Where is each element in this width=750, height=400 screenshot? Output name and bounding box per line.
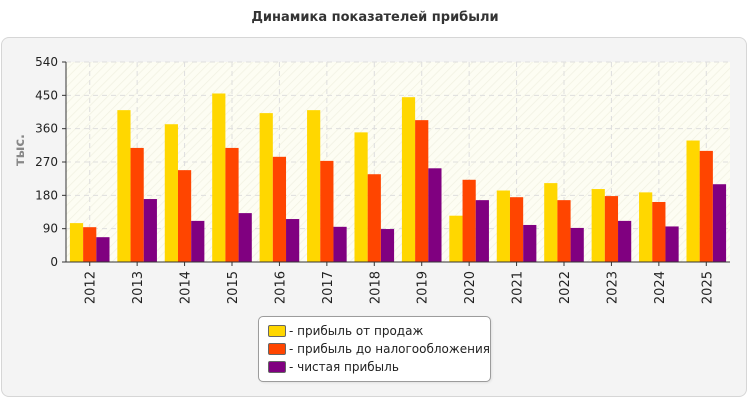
bar-3-2023: [618, 220, 632, 262]
y-tick-label: 0: [50, 255, 58, 269]
x-tick-label: 2021: [511, 271, 526, 304]
bar-1-2024: [639, 192, 653, 262]
bar-2-2015: [225, 147, 239, 262]
x-tick-label: 2016: [273, 271, 288, 304]
bar-1-2025: [686, 140, 700, 262]
bar-2-2017: [320, 160, 334, 262]
bar-1-2019: [401, 97, 416, 263]
x-tick-label: 2024: [653, 271, 668, 304]
bar-1-2016: [259, 113, 273, 262]
x-tick-label: 2020: [463, 271, 478, 304]
legend-label-pretax-profit: - прибыль до налогообложения: [289, 342, 490, 356]
y-axis-label: тыс.: [13, 134, 28, 166]
x-tick-label: 2025: [700, 271, 715, 304]
bar-2-2025: [699, 150, 713, 262]
x-tick-label: 2015: [226, 271, 241, 304]
bar-3-2016: [286, 219, 300, 262]
x-tick-label: 2019: [416, 271, 431, 304]
bar-2-2021: [509, 197, 524, 262]
bar-1-2023: [591, 189, 605, 262]
y-tick-label: 180: [35, 188, 58, 202]
y-tick-label: 540: [35, 55, 58, 69]
bar-2-2012: [83, 227, 97, 262]
y-tick-labels: 0 90 180 270 360 450 540: [35, 55, 66, 269]
legend-swatch-pretax-profit: [268, 343, 286, 355]
y-tick-label: 450: [35, 88, 58, 102]
bar-1-2017: [307, 110, 321, 262]
x-tick-label: 2023: [605, 271, 620, 304]
y-tick-label: 270: [35, 155, 58, 169]
bar-2-2013: [130, 147, 144, 262]
bar-2-2018: [367, 174, 381, 262]
legend-swatch-sales-profit: [268, 325, 286, 337]
legend-swatch-net-profit: [268, 361, 286, 373]
x-tick-label: 2012: [84, 271, 99, 304]
bar-3-2012: [96, 237, 110, 262]
bar-3-2022: [570, 227, 584, 262]
bar-1-2022: [544, 183, 558, 262]
bar-2-2014: [177, 170, 192, 262]
x-tick-label: 2022: [558, 271, 573, 304]
bar-2-2019: [415, 120, 429, 262]
x-tick-labels: 2012 2013 2014 2015 2016 2017 2018 2019 2020 2021…: [84, 262, 715, 304]
bar-2-2024: [652, 202, 666, 262]
bar-3-2020: [475, 200, 489, 262]
legend-item-sales-profit: - прибыль от продаж: [268, 322, 490, 340]
bar-2-2022: [557, 200, 571, 262]
y-tick-label: 90: [43, 222, 58, 236]
bar-3-2024: [665, 226, 679, 262]
legend-label-sales-profit: - прибыль от продаж: [289, 324, 424, 338]
chart-title: Динамика показателей прибыли: [251, 10, 499, 25]
bar-3-2013: [143, 199, 157, 262]
bars-group: [69, 93, 727, 263]
bar-3-2018: [380, 229, 395, 262]
x-tick-label: 2018: [368, 271, 383, 304]
bar-3-2025: [712, 184, 727, 262]
x-tick-label: 2017: [321, 271, 336, 304]
chart-legend: - прибыль от продаж - прибыль до налогоо…: [258, 316, 491, 382]
bar-3-2021: [523, 224, 537, 262]
bar-3-2017: [333, 226, 347, 262]
bar-2-2023: [604, 196, 619, 262]
x-tick-label: 2014: [179, 271, 194, 304]
bar-3-2015: [238, 213, 252, 262]
bar-1-2018: [354, 132, 368, 262]
legend-item-net-profit: - чистая прибыль: [268, 358, 490, 376]
legend-label-net-profit: - чистая прибыль: [289, 360, 399, 374]
bar-1-2015: [212, 93, 226, 263]
x-tick-label: 2013: [131, 271, 146, 304]
bar-1-2014: [164, 124, 178, 262]
legend-item-pretax-profit: - прибыль до налогообложения: [268, 340, 490, 358]
bar-2-2016: [272, 156, 287, 262]
bar-1-2012: [69, 223, 84, 262]
bar-1-2020: [449, 215, 463, 262]
y-tick-label: 360: [35, 122, 58, 136]
bar-1-2021: [496, 190, 510, 262]
bar-1-2013: [117, 110, 131, 262]
bar-3-2019: [428, 168, 442, 262]
bar-2-2020: [462, 179, 476, 262]
bar-3-2014: [191, 220, 205, 262]
